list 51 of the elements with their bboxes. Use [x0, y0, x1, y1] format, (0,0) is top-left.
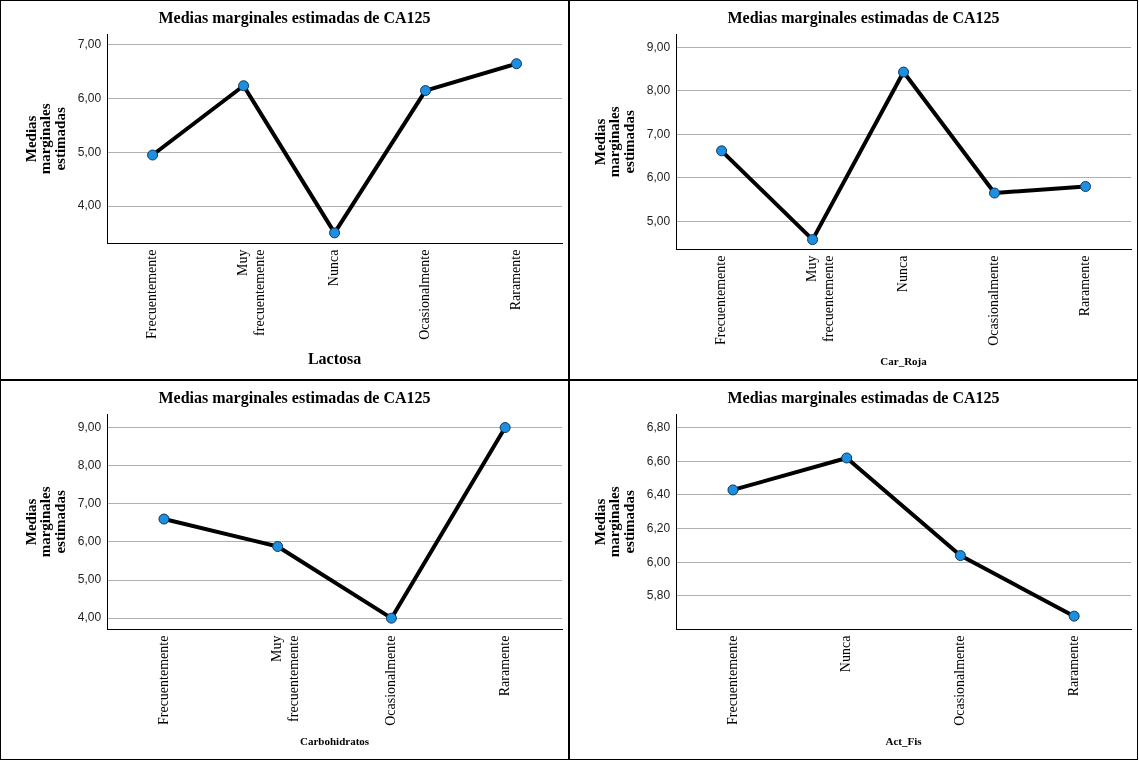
y-axis-title: Medias marginales estimadas — [592, 106, 637, 178]
y-tick-label: 8,00 — [646, 83, 671, 98]
chart-title: Medias marginales estimadas de CA125 — [158, 388, 431, 407]
x-tick-label: Nunca — [838, 634, 854, 673]
x-tick-label: Muy frecuentemente — [269, 635, 302, 722]
x-axis-title: Car_Roja — [880, 355, 928, 368]
x-tick-label: Ocasionalmente — [417, 249, 433, 340]
x-axis-title: Act_Fis — [885, 735, 923, 748]
x-tick-label: Ocasionalmente — [986, 255, 1002, 346]
x-tick-label: Ocasionalmente — [952, 635, 968, 726]
y-tick-label: 6,00 — [646, 170, 671, 185]
y-tick-label: 7,00 — [646, 126, 671, 141]
y-tick-label: 6,40 — [646, 487, 671, 502]
x-tick-label: Frecuentemente — [713, 255, 729, 346]
x-axis-title: Carbohidratos — [300, 735, 370, 748]
x-tick-label: Raramente — [1065, 635, 1081, 697]
x-tick-label: Nunca — [895, 254, 911, 293]
y-tick-label: 8,00 — [77, 457, 102, 472]
x-tick-label: Frecuentemente — [144, 249, 160, 340]
y-tick-label: 9,00 — [77, 419, 102, 434]
y-tick-label: 5,00 — [77, 144, 102, 159]
chart-title: Medias marginales estimadas de CA125 — [727, 388, 1000, 407]
x-axis-title: Lactosa — [307, 349, 362, 367]
y-tick-label: 7,00 — [77, 37, 102, 52]
x-tick-label: Frecuentemente — [724, 635, 740, 726]
y-tick-label: 4,00 — [77, 610, 102, 625]
y-tick-label: 6,00 — [77, 534, 102, 549]
y-axis-title: Medias marginales estimadas — [23, 103, 68, 175]
y-tick-label: 7,00 — [77, 496, 102, 511]
y-tick-label: 4,00 — [77, 198, 102, 213]
chart-title: Medias marginales estimadas de CA125 — [727, 8, 1000, 27]
y-tick-label: 6,80 — [646, 419, 671, 434]
y-tick-label: 5,80 — [646, 588, 671, 603]
y-tick-label: 6,00 — [646, 554, 671, 569]
y-tick-label: 6,60 — [646, 453, 671, 468]
y-axis-title: Medias marginales estimadas — [23, 486, 68, 558]
y-tick-label: 5,00 — [646, 213, 671, 228]
x-tick-label: Raramente — [496, 635, 512, 697]
x-tick-label: Raramente — [1077, 255, 1093, 317]
x-tick-label: Raramente — [508, 249, 524, 311]
x-tick-label: Muy frecuentemente — [235, 249, 268, 336]
x-tick-label: Nunca — [326, 248, 342, 287]
x-tick-label: Muy frecuentemente — [804, 255, 837, 342]
y-tick-label: 9,00 — [646, 39, 671, 54]
y-tick-label: 5,00 — [77, 572, 102, 587]
chart-title: Medias marginales estimadas de CA125 — [158, 8, 431, 27]
x-tick-label: Frecuentemente — [155, 635, 171, 726]
x-tick-label: Ocasionalmente — [383, 635, 399, 726]
y-tick-label: 6,20 — [646, 520, 671, 535]
y-axis-title: Medias marginales estimadas — [592, 486, 637, 558]
y-tick-label: 6,00 — [77, 90, 102, 105]
